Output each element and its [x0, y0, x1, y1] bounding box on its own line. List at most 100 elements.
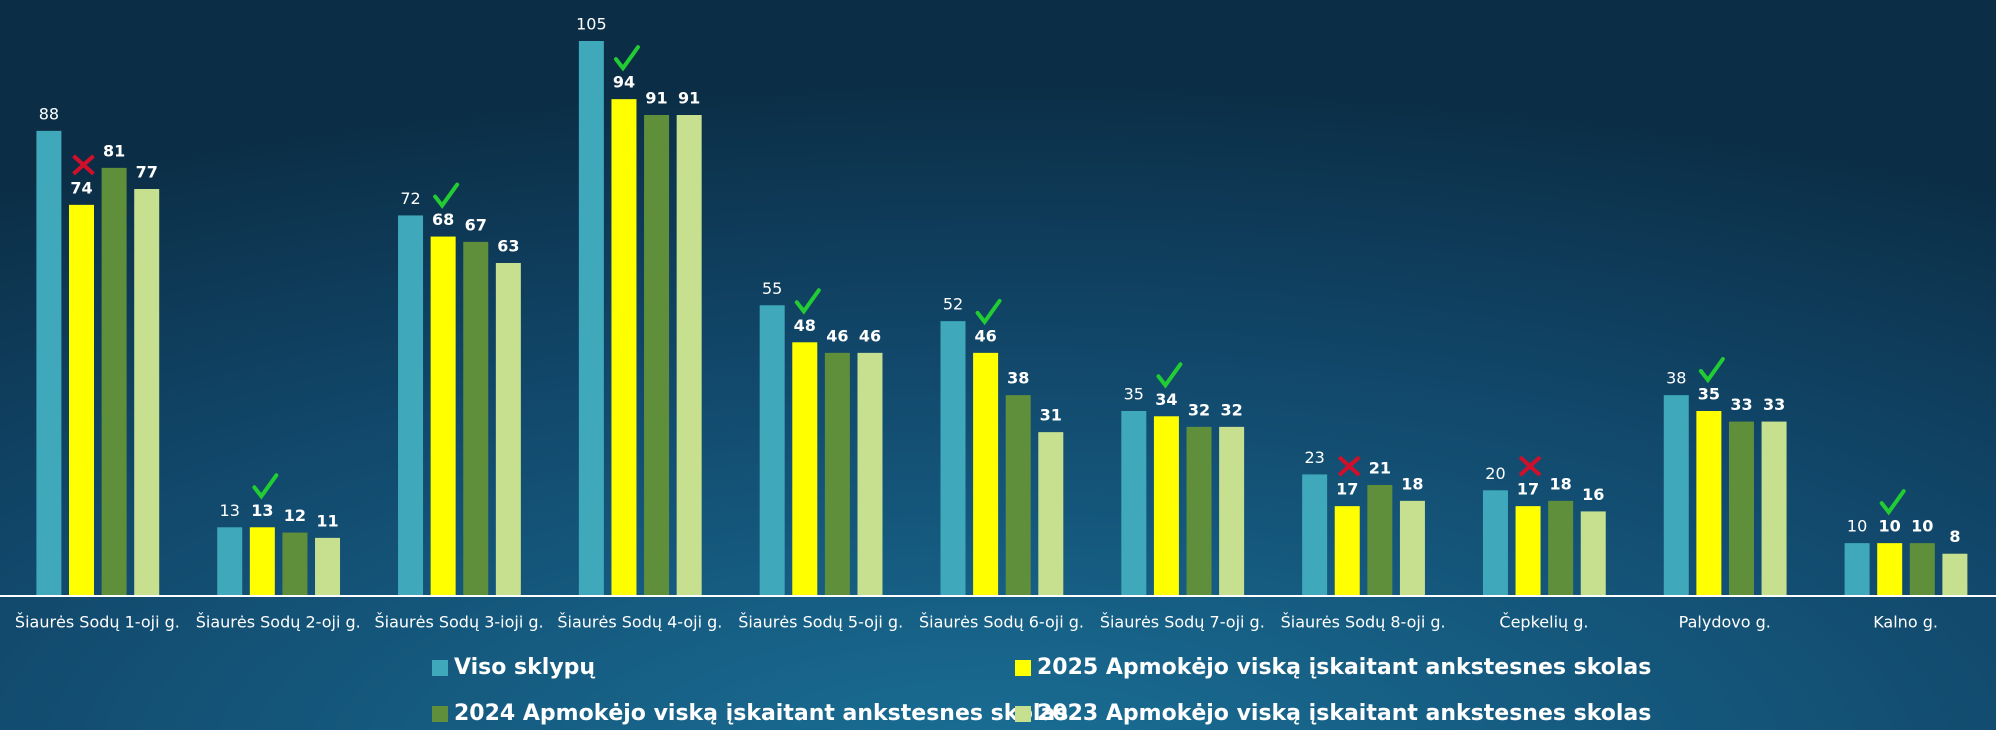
value-label: 63 [497, 237, 519, 256]
check-icon [433, 182, 460, 209]
value-label: 38 [1666, 369, 1686, 388]
bar [940, 321, 966, 596]
value-label: 11 [316, 511, 338, 530]
value-label: 20 [1485, 464, 1505, 483]
value-label: 33 [1730, 395, 1752, 414]
value-label: 10 [1879, 517, 1901, 536]
value-label: 46 [826, 326, 848, 345]
bar [1367, 485, 1393, 596]
value-label: 13 [251, 501, 273, 520]
value-label: 52 [943, 295, 963, 314]
bar [36, 130, 62, 596]
value-label: 91 [678, 89, 700, 108]
bar [824, 352, 850, 596]
value-label: 74 [70, 178, 92, 197]
cross-icon [1337, 455, 1361, 477]
value-label: 13 [220, 501, 240, 520]
value-label: 55 [762, 279, 782, 298]
value-label: 34 [1155, 390, 1177, 409]
check-icon [794, 288, 821, 315]
value-label: 81 [103, 141, 125, 160]
value-label: 12 [284, 506, 306, 525]
value-label: 8 [1949, 527, 1960, 546]
bar [973, 352, 999, 596]
bar [1482, 490, 1508, 596]
bar [101, 167, 127, 596]
value-label: 17 [1517, 480, 1539, 499]
bar [1877, 543, 1903, 596]
check-icon [1879, 489, 1906, 516]
bar [676, 115, 702, 596]
bar [1909, 543, 1935, 596]
value-label: 16 [1582, 485, 1604, 504]
bar [217, 527, 243, 596]
x-tick-label: Šiaurės Sodų 6-oji g. [919, 613, 1084, 632]
legend-swatch [432, 660, 448, 676]
check-icon [1698, 357, 1725, 384]
value-label: 46 [859, 326, 881, 345]
value-label: 21 [1369, 459, 1391, 478]
value-label: 105 [576, 15, 607, 34]
x-tick-label: Šiaurės Sodų 5-oji g. [738, 613, 903, 632]
legend-label: Viso sklypų [454, 655, 595, 680]
legend-label: 2025 Apmokėjo viską įskaitant ankstesnes… [1037, 655, 1651, 680]
value-label: 32 [1220, 400, 1242, 419]
bar [430, 236, 456, 597]
x-tick-label: Šiaurės Sodų 1-oji g. [15, 613, 180, 632]
bar [1548, 500, 1574, 596]
value-label: 48 [794, 316, 816, 335]
value-label: 31 [1040, 406, 1062, 425]
value-label: 67 [465, 215, 487, 234]
bar [857, 352, 883, 596]
value-label: 32 [1188, 400, 1210, 419]
value-label: 38 [1007, 369, 1029, 388]
x-tick-label: Šiaurės Sodų 8-oji g. [1281, 613, 1446, 632]
value-label: 35 [1124, 385, 1144, 404]
value-label: 23 [1304, 448, 1324, 467]
bar [759, 305, 785, 596]
bar [282, 532, 308, 596]
x-tick-label: Kalno g. [1873, 613, 1938, 632]
bar [1942, 553, 1968, 596]
bar [644, 115, 670, 596]
bar [1005, 395, 1031, 596]
value-label: 18 [1550, 474, 1572, 493]
bar [1399, 500, 1425, 596]
bar [611, 99, 637, 597]
value-label: 91 [645, 89, 667, 108]
value-label: 10 [1911, 517, 1933, 536]
bar [1844, 543, 1870, 596]
value-label: 10 [1847, 517, 1867, 536]
bar [1761, 421, 1787, 596]
check-icon [975, 298, 1002, 326]
bar [792, 342, 818, 596]
bar [1038, 432, 1064, 596]
value-label: 68 [432, 210, 454, 229]
value-label: 77 [136, 163, 158, 182]
value-label: 94 [613, 73, 635, 92]
value-label: 17 [1336, 480, 1358, 499]
bar [1219, 426, 1245, 596]
bar [463, 241, 489, 596]
bar [69, 204, 95, 596]
value-label: 88 [39, 104, 59, 123]
bar [134, 189, 160, 596]
bar [398, 215, 424, 596]
x-tick-label: Čepkelių g. [1499, 613, 1588, 632]
legend-label: 2024 Apmokėjo viską įskaitant ankstesnes… [454, 701, 1068, 726]
legend-swatch [1015, 706, 1031, 722]
x-tick-label: Šiaurės Sodų 4-oji g. [557, 613, 722, 632]
bar [1580, 511, 1606, 596]
cross-icon [1518, 455, 1542, 477]
x-tick-label: Šiaurės Sodų 7-oji g. [1100, 613, 1265, 632]
bar [249, 527, 275, 596]
value-label: 18 [1401, 474, 1423, 493]
legend-swatch [1015, 660, 1031, 676]
bar [1186, 426, 1212, 596]
x-tick-label: Šiaurės Sodų 2-oji g. [196, 613, 361, 632]
check-icon [1156, 362, 1183, 389]
x-tick-label: Palydovo g. [1679, 613, 1771, 632]
value-label: 46 [974, 326, 996, 345]
bar [1153, 416, 1179, 596]
